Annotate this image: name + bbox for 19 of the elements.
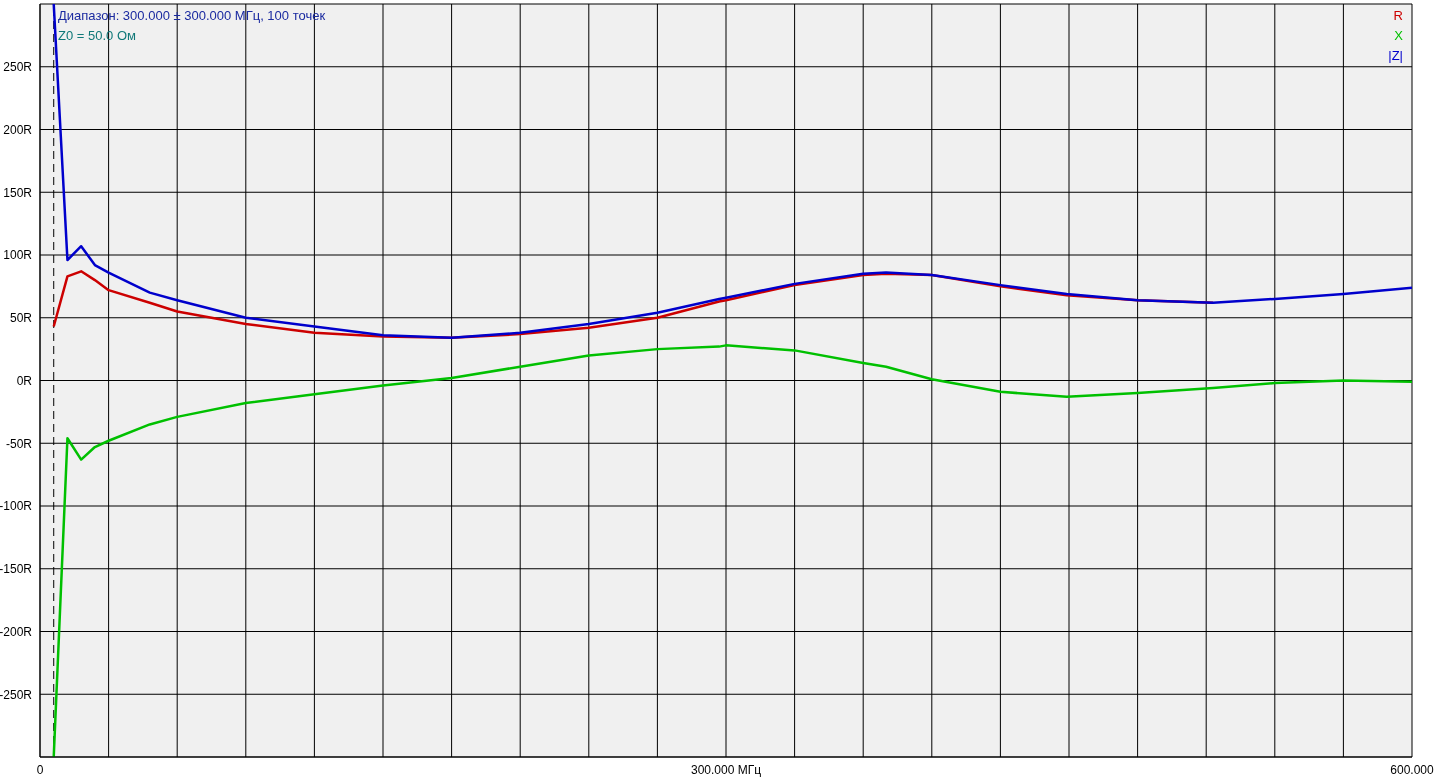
- y-tick-label: 0R: [16, 373, 33, 388]
- y-tick-label: 200R: [3, 122, 33, 137]
- y-tick-label: -250R: [0, 687, 33, 702]
- y-tick-label: 250R: [3, 60, 33, 75]
- text: X: [1393, 27, 1403, 45]
- y-tick-label: 100R: [3, 248, 33, 263]
- x-tick-label: 300.000 МГц: [690, 762, 762, 777]
- y-tick-label: -200R: [0, 624, 33, 639]
- x-tick-label: 600.000: [1390, 762, 1435, 777]
- text: R: [1392, 7, 1403, 25]
- y-tick-label: -100R: [0, 499, 33, 514]
- x-tick-label: 0: [36, 762, 44, 777]
- line-series: [52, 344, 1412, 757]
- text: |Z|: [1387, 47, 1403, 65]
- y-tick-label: -50R: [5, 436, 33, 451]
- y-tick-label: -150R: [0, 562, 33, 577]
- line-series: [52, 4, 1412, 340]
- y-tick-label: 50R: [9, 311, 33, 326]
- y-tick-label: 150R: [3, 185, 33, 200]
